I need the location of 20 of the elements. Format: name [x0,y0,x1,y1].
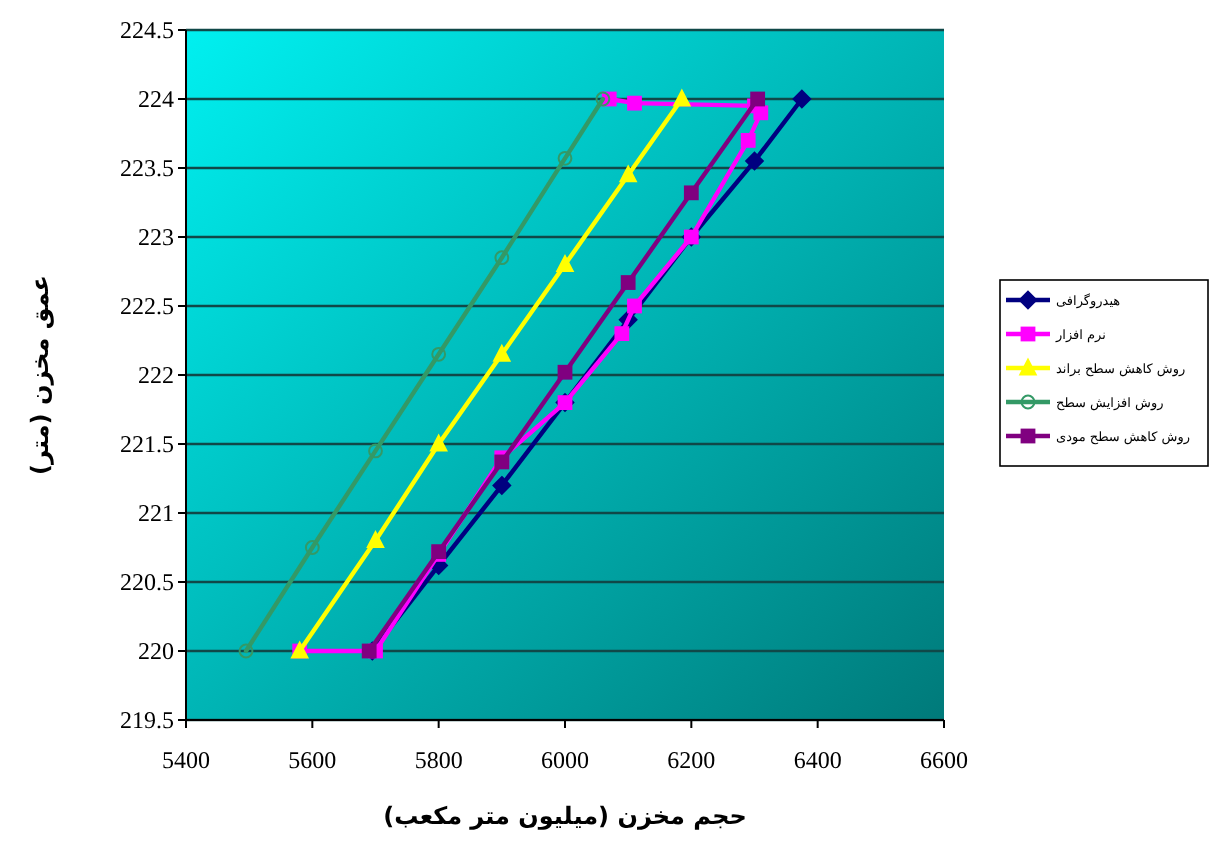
x-tick-label: 5800 [414,746,463,774]
y-tick-label: 222.5 [120,292,174,320]
x-tick-label: 5400 [162,746,210,774]
x-tick-label: 5600 [288,746,337,774]
x-tick-label: 6400 [793,746,842,774]
y-tick-label: 219.5 [120,706,174,734]
y-tick-label: 221.5 [120,430,174,458]
y-tick-label: 220 [138,637,174,665]
y-tick-label: 224.5 [120,16,174,44]
y-tick-label: 224 [138,85,174,113]
y-axis-title: عمق مخزن (متر) [26,275,54,475]
y-tick-label: 222 [138,361,174,389]
x-tick-label: 6200 [667,746,716,774]
x-tick-label: 6600 [920,746,968,774]
x-axis-title: حجم مخزن (میلیون متر مکعب) [383,802,747,830]
y-tick-label: 223.5 [120,154,174,182]
y-tick-label: 220.5 [120,568,174,596]
x-tick-label: 6000 [541,746,589,774]
y-tick-label: 221 [138,499,174,527]
y-tick-label: 223 [138,223,174,251]
